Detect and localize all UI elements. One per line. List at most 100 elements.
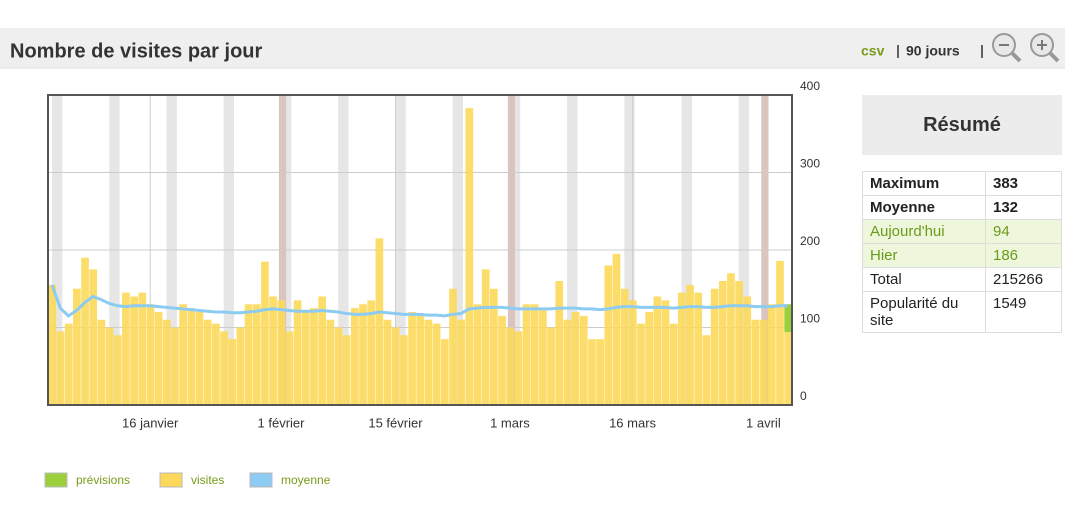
zoom-in[interactable] [1030, 33, 1060, 63]
summary-value: 94 [985, 219, 1062, 244]
bar [269, 296, 277, 405]
bar [261, 261, 269, 405]
bar [678, 292, 686, 405]
bar [686, 284, 694, 405]
bar [244, 304, 253, 405]
average-line [50, 284, 788, 318]
bar [489, 288, 498, 405]
summary-value: 1549 [985, 291, 1062, 333]
bar [81, 257, 89, 405]
bar [612, 253, 621, 405]
bar [105, 327, 114, 405]
bar [776, 260, 784, 405]
legend-swatch [159, 472, 183, 488]
bar [122, 292, 130, 405]
bar [669, 323, 678, 405]
bar [514, 331, 523, 405]
summary-table: Maximum 383 Moyenne 132 Aujourd'hui 94 Hier 186… [862, 171, 1062, 333]
summary-label: Popularité du site [862, 291, 986, 333]
bar [318, 296, 326, 405]
period-link[interactable]: 90 jours [906, 43, 960, 59]
bar [571, 312, 580, 405]
bar [252, 304, 261, 405]
bar [171, 327, 179, 405]
summary-label: Aujourd'hui [862, 219, 986, 244]
bar [342, 335, 351, 405]
zoom-handle [1048, 51, 1060, 63]
summary-row: Hier 186 [862, 243, 1062, 268]
bar [784, 332, 792, 405]
bar [743, 296, 752, 405]
x-tick-label: 16 janvier [122, 415, 179, 430]
bar [293, 300, 302, 405]
summary-value: 186 [985, 243, 1062, 268]
plot-frame [47, 94, 793, 406]
bar [735, 281, 743, 405]
bar [359, 304, 367, 405]
legend-label: prévisions [76, 473, 130, 487]
bar [326, 319, 335, 405]
bar [408, 312, 416, 405]
bar [195, 312, 204, 405]
header-title: Nombre de visites par jour [10, 40, 263, 62]
header-bar [0, 28, 1065, 68]
bar [383, 319, 392, 405]
legend-swatch [249, 472, 273, 488]
y-tick-label: 200 [800, 234, 820, 248]
bar [146, 304, 155, 405]
bar [228, 339, 237, 405]
bar [212, 323, 220, 405]
y-tick-label: 100 [800, 312, 820, 326]
bar [530, 304, 539, 405]
bar [179, 304, 187, 405]
bar [653, 296, 662, 405]
bar [73, 288, 81, 405]
plot: 0 100 200 300 400 16 janvier 1 février 15 févri… [44, 79, 820, 488]
bar [620, 288, 629, 405]
bar [473, 304, 482, 405]
zoom-handle [1010, 51, 1022, 63]
bar [604, 265, 613, 405]
bar [694, 292, 703, 405]
bar [457, 319, 465, 405]
summary-title: Résumé [862, 95, 1062, 155]
bar [539, 308, 547, 405]
bar [203, 319, 212, 405]
csv-link[interactable]: csv [861, 43, 885, 59]
y-tick-label: 400 [800, 79, 820, 93]
bar [351, 308, 359, 405]
bar [547, 327, 555, 405]
bar [498, 315, 506, 405]
bar [220, 331, 228, 405]
zoom-out[interactable] [992, 33, 1022, 63]
forecast-bar [784, 304, 792, 333]
bar [301, 312, 310, 405]
bar [56, 331, 65, 405]
bar [522, 304, 531, 405]
bar [440, 339, 449, 405]
bar [310, 308, 318, 405]
y-tick-label: 300 [800, 157, 820, 171]
x-tick-label: 15 février [368, 415, 423, 430]
bar [187, 308, 196, 405]
x-tick-label: 1 avril [746, 415, 781, 430]
bar [465, 108, 474, 406]
bar [710, 288, 719, 405]
bar [400, 335, 408, 405]
bar [481, 269, 490, 405]
summary-value: 215266 [985, 267, 1062, 292]
bar [718, 281, 727, 405]
summary-label: Hier [862, 243, 986, 268]
bar [637, 323, 645, 405]
bar [334, 327, 343, 405]
bar [579, 315, 588, 405]
bar [702, 335, 711, 405]
summary-label: Maximum [862, 171, 986, 196]
bar [588, 339, 596, 405]
bar [432, 323, 441, 405]
bar [727, 273, 735, 405]
bar [236, 327, 245, 405]
summary-row: Popularité du site 1549 [862, 291, 1062, 333]
bar [424, 319, 433, 405]
